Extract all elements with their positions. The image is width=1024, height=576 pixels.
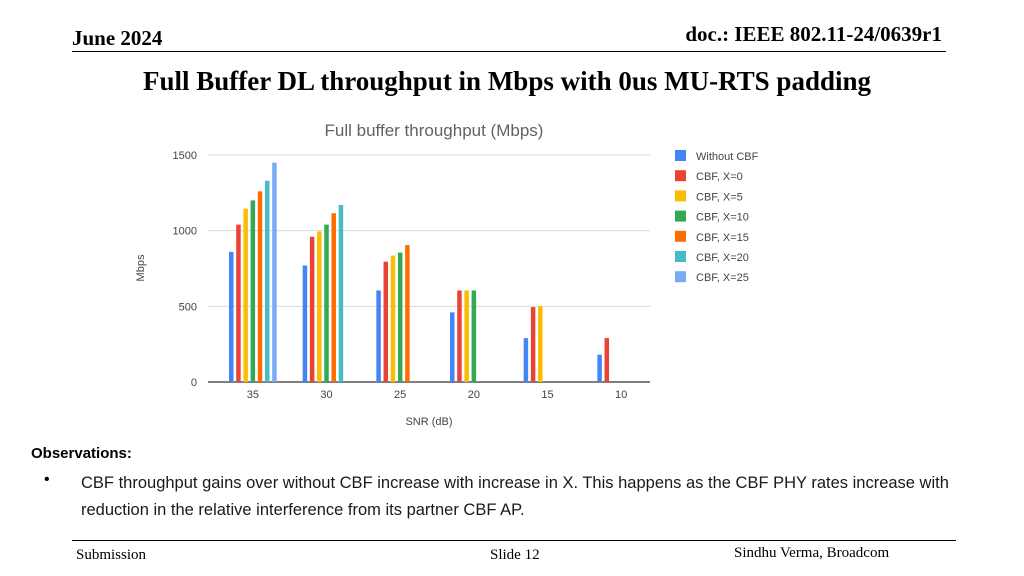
legend-label: CBF, X=25: [696, 272, 749, 284]
bar: [229, 251, 234, 382]
bar: [457, 290, 462, 382]
bar: [405, 245, 410, 382]
legend: Without CBF CBF, X=0 CBF, X=5 CBF, X=10 CBF,…: [675, 150, 759, 284]
x-axis-title: SNR (dB): [405, 416, 452, 428]
bar: [530, 307, 536, 382]
bar: [604, 338, 610, 382]
bar: [376, 290, 381, 382]
x-tick-label: 35: [247, 389, 259, 401]
footer-rule: [72, 540, 956, 541]
y-axis-title: Mbps: [135, 254, 147, 281]
bar: [236, 224, 241, 382]
bullet-marker: •: [44, 471, 50, 488]
bar: [331, 213, 336, 382]
legend-swatch: [675, 230, 686, 242]
y-tick-labels: 0 500 1000 1500: [173, 150, 197, 389]
bar: [597, 354, 602, 382]
bar: [257, 191, 263, 382]
observations-heading: Observations:: [31, 445, 132, 462]
legend-label: CBF, X=15: [696, 232, 749, 244]
bar: [309, 236, 315, 382]
bar: [302, 265, 308, 382]
legend-label: CBF, X=5: [696, 191, 743, 203]
y-tick-label: 1500: [173, 150, 197, 162]
header-doc-id: doc.: IEEE 802.11-24/0639r1: [685, 22, 942, 46]
x-tick-label: 25: [394, 389, 406, 401]
bar: [338, 204, 344, 382]
bar: [250, 200, 256, 382]
slide-title: Full Buffer DL throughput in Mbps with 0…: [142, 66, 871, 96]
header-rule: [72, 51, 946, 52]
chart-title: Full buffer throughput (Mbps): [325, 121, 544, 140]
y-tick-label: 1000: [173, 226, 197, 238]
chart-container: Full buffer throughput (Mbps) 0 500 1000 15…: [128, 110, 828, 440]
bar: [471, 290, 477, 382]
bar: [397, 252, 403, 382]
bar: [265, 180, 270, 382]
bar: [243, 208, 248, 382]
legend-swatch: [675, 210, 686, 222]
bar: [383, 261, 389, 382]
bar: [272, 162, 277, 382]
grid: [208, 154, 650, 383]
x-tick-label: 10: [615, 389, 627, 401]
throughput-chart: Full buffer throughput (Mbps) 0 500 1000 15…: [135, 121, 759, 428]
observation-bullet-text: CBF throughput gains over without CBF in…: [81, 474, 949, 519]
legend-label: Without CBF: [696, 151, 759, 163]
footer-submission: Submission: [76, 547, 147, 563]
legend-swatch: [675, 170, 686, 182]
legend-swatch: [675, 271, 686, 283]
legend-swatch: [675, 190, 686, 202]
y-tick-label: 0: [191, 377, 197, 389]
bar: [450, 312, 455, 382]
bar: [464, 290, 469, 382]
bar: [523, 338, 529, 382]
legend-label: CBF, X=0: [696, 171, 743, 183]
x-tick-label: 30: [320, 389, 332, 401]
x-tick-label: 15: [541, 389, 553, 401]
x-tick-label: 20: [468, 389, 480, 401]
bar: [317, 231, 322, 382]
bars: [229, 162, 610, 382]
legend-swatch: [675, 251, 686, 262]
legend-swatch: [675, 150, 686, 161]
legend-label: CBF, X=20: [696, 252, 749, 264]
footer-author: Sindhu Verma, Broadcom: [734, 545, 890, 561]
bar: [324, 224, 329, 382]
y-tick-label: 500: [179, 301, 197, 313]
bar: [390, 255, 396, 382]
bar: [538, 306, 543, 382]
legend-label: CBF, X=10: [696, 212, 749, 224]
footer-slide-number: Slide 12: [490, 547, 540, 563]
header-date: June 2024: [72, 26, 163, 50]
x-tick-labels: 35 30 25 20 15 10: [247, 389, 628, 401]
